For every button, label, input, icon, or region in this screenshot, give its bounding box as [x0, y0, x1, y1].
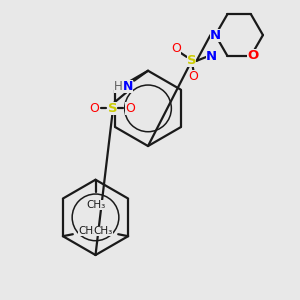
Text: H: H [114, 80, 123, 93]
Text: CH₃: CH₃ [78, 226, 97, 236]
Text: CH₃: CH₃ [94, 226, 113, 236]
Text: S: S [187, 54, 196, 67]
Text: O: O [90, 102, 100, 115]
Text: S: S [107, 102, 117, 115]
Text: N: N [123, 80, 134, 93]
Text: CH₃: CH₃ [86, 200, 105, 211]
Text: N: N [210, 28, 221, 42]
Text: O: O [125, 102, 135, 115]
Text: N: N [206, 50, 217, 63]
Text: O: O [248, 49, 259, 62]
Text: N: N [210, 28, 221, 42]
Text: O: O [189, 70, 199, 83]
Text: O: O [171, 42, 181, 56]
